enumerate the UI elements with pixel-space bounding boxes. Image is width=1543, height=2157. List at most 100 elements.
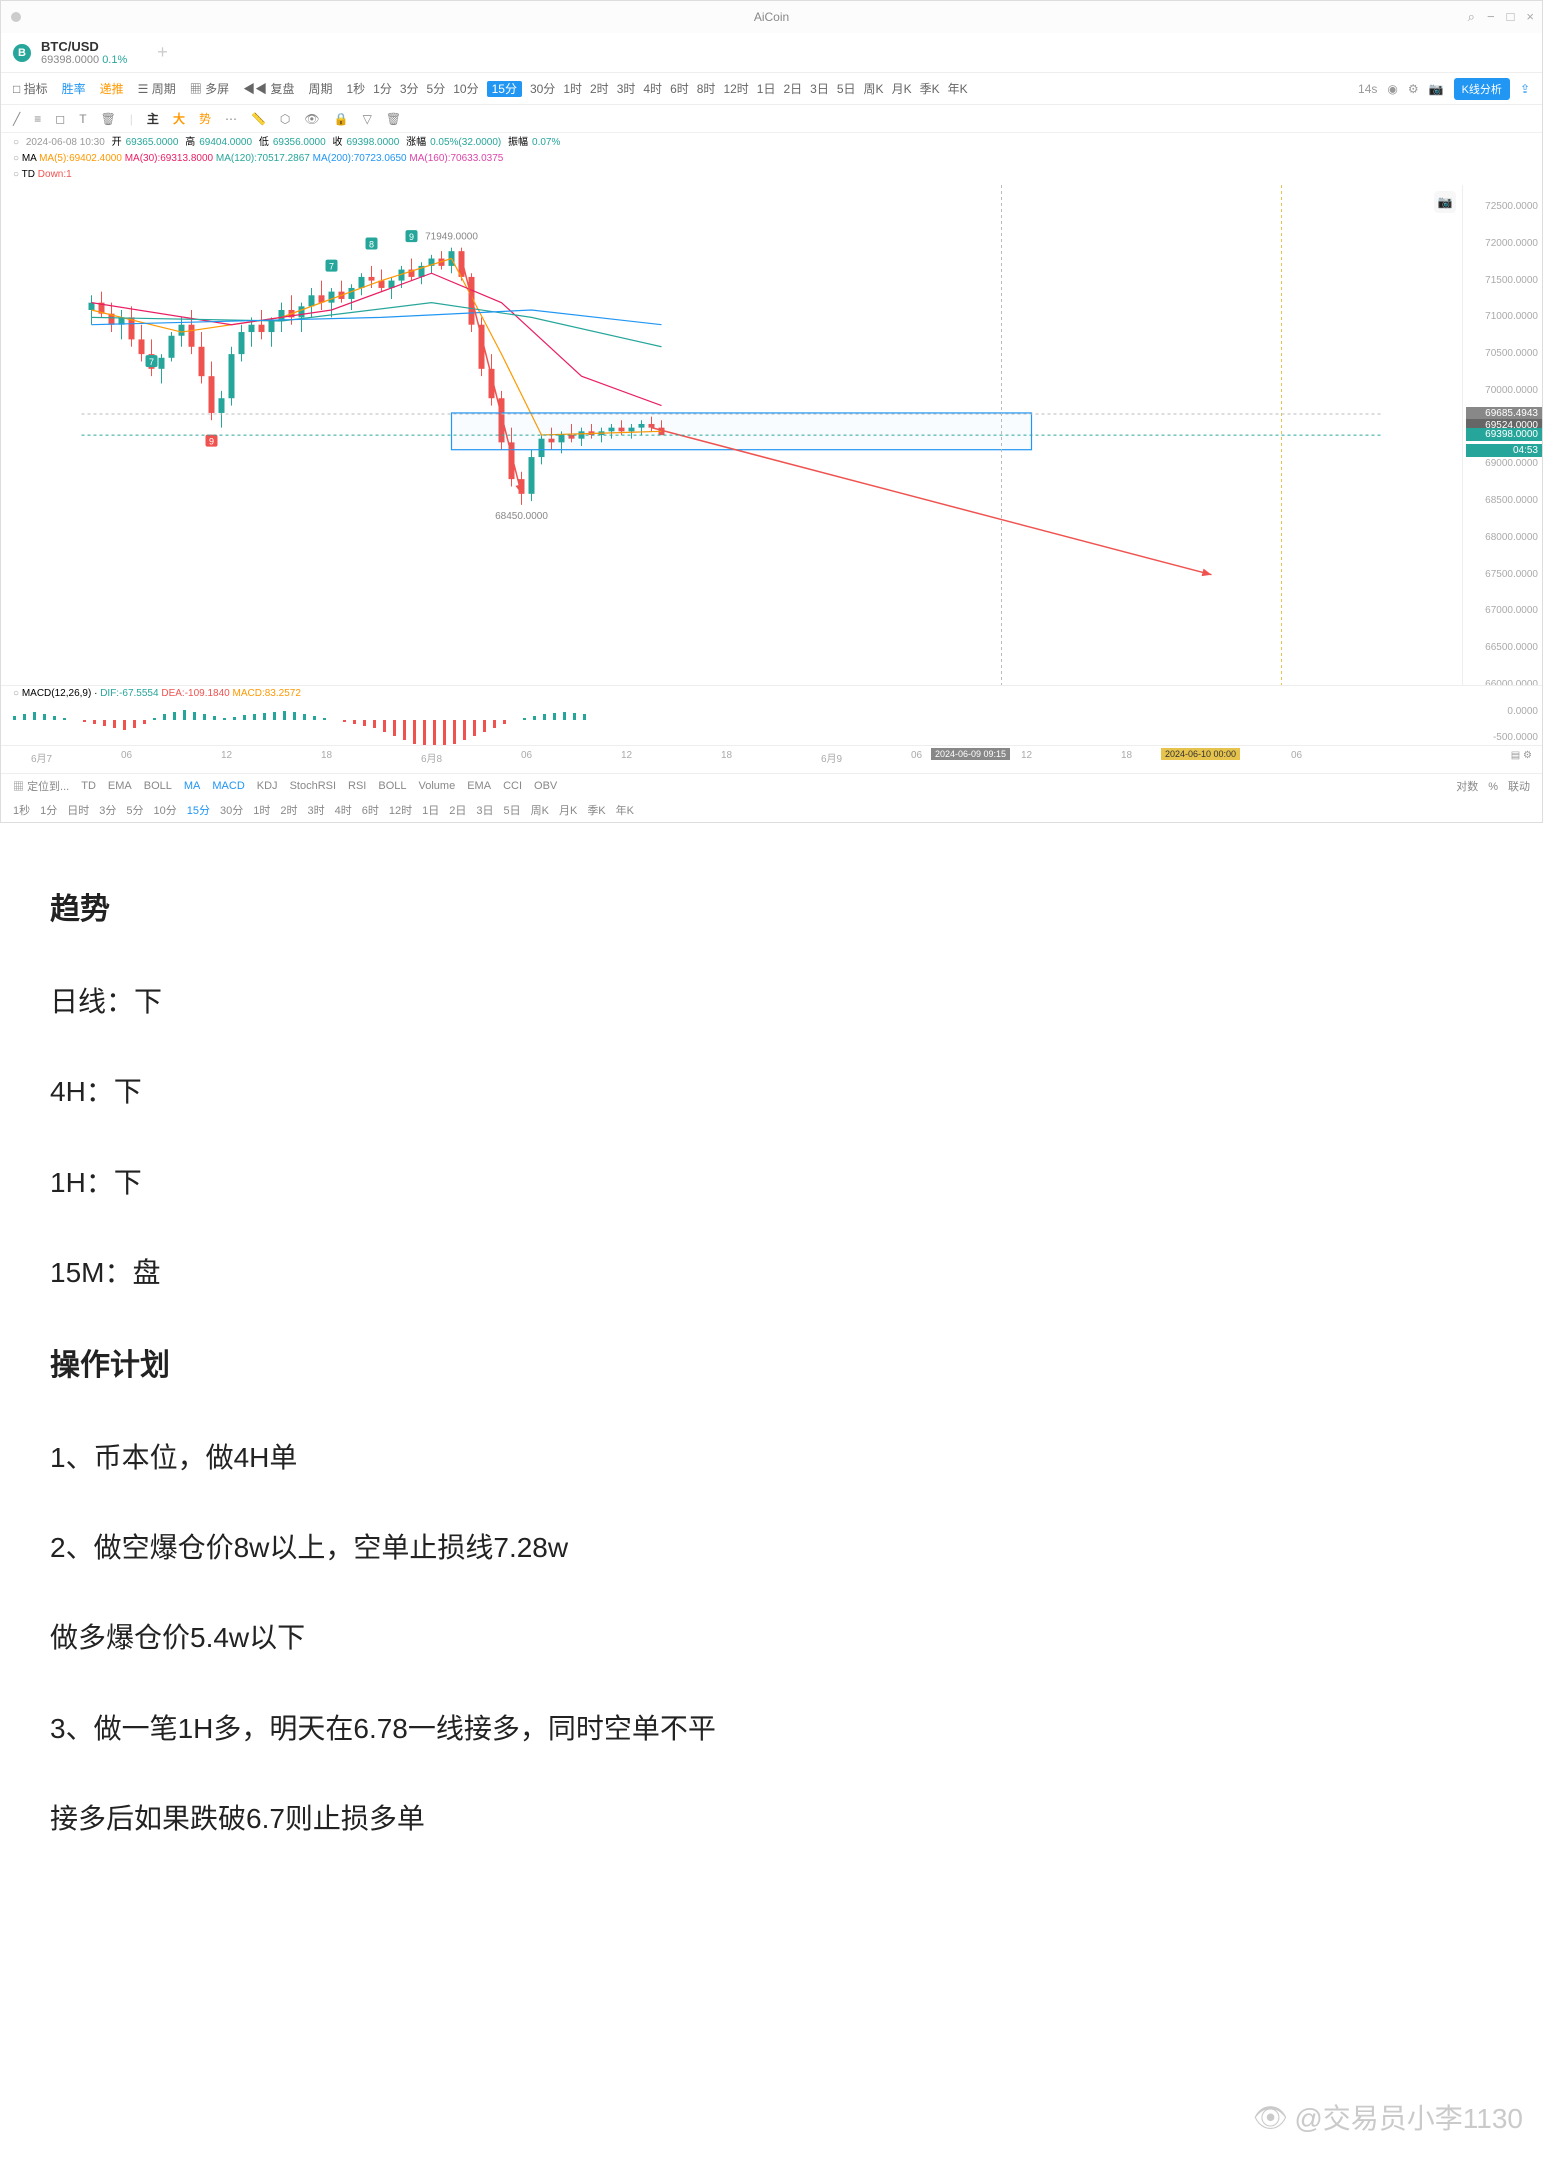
btf-日时[interactable]: 日时 [67,802,89,818]
bottom-indicator-bar: ▦ 定位到... TD EMA BOLL MA MACD KDJ StochRSI RSI BO… [1,773,1542,798]
draw-toolbar: ╱ ≡ ◻ T 🗑 | 主 大 势 ⋯ 📏 ⬡ 👁 🔒 ▽ 🗑 [1,105,1542,133]
tb-winrate[interactable]: 胜率 [62,80,86,97]
draw-line-icon[interactable]: ╱ [13,112,20,126]
timeframe-4时[interactable]: 4时 [643,82,662,96]
draw-hline-icon[interactable]: ≡ [34,112,41,126]
timeframe-2日[interactable]: 2日 [783,82,802,96]
indicator-MACD[interactable]: MACD [212,780,244,792]
close-icon[interactable]: × [1526,9,1534,25]
timeframe-月K[interactable]: 月K [892,82,912,96]
watermark: 👁@交易员小李1130 [1253,2097,1523,2137]
timeframe-3时[interactable]: 3时 [617,82,636,96]
timeframe-8时[interactable]: 8时 [697,82,716,96]
maximize-icon[interactable]: □ [1507,9,1515,25]
btf-月K[interactable]: 月K [559,802,577,818]
main-toolbar: □ 指标 胜率 递推 ☰ 周期 ▦ 多屏 ◀◀ 复盘 周期 1秒 1分 3分 5分 10… [1,73,1542,105]
heading-trend: 趋势 [50,883,1493,937]
indicator-RSI[interactable]: RSI [348,780,366,792]
timeframe-2时[interactable]: 2时 [590,82,609,96]
btf-季K[interactable]: 季K [587,802,605,818]
timeframe-12时[interactable]: 12时 [723,82,748,96]
indicator-Volume[interactable]: Volume [419,780,456,792]
tb-cycle[interactable]: ☰ 周期 [138,80,176,97]
btf-6时[interactable]: 6时 [362,802,379,818]
btf-5日[interactable]: 5日 [504,802,521,818]
symbol-name[interactable]: BTC/USD [41,39,127,54]
indicator-StochRSI[interactable]: StochRSI [290,780,336,792]
btf-1秒[interactable]: 1秒 [13,802,30,818]
ruler-icon[interactable]: 📏 [251,112,266,126]
macd-panel[interactable]: ○ MACD(12,26,9) · DIF:-67.5554 DEA:-109.… [1,685,1542,745]
indicator-BOLL[interactable]: BOLL [144,780,172,792]
timeframe-10分[interactable]: 10分 [453,82,478,96]
main-chart[interactable]: 📷 7978971949.000068450.0000 72500.000072… [1,185,1542,685]
timeframe-周K[interactable]: 周K [864,82,884,96]
indicator-EMA[interactable]: EMA [108,780,132,792]
draw-del-icon[interactable]: 🗑 [101,112,116,126]
lock-icon[interactable]: 🔒 [334,112,349,126]
btf-3分[interactable]: 3分 [99,802,116,818]
timeframe-3日[interactable]: 3日 [810,82,829,96]
indicator-OBV[interactable]: OBV [534,780,557,792]
indicator-MA[interactable]: MA [184,780,201,792]
svg-text:71949.0000: 71949.0000 [425,232,478,243]
timeframe-3分[interactable]: 3分 [400,82,419,96]
locate-button[interactable]: ▦ 定位到... [13,778,69,794]
window-title: AiCoin [754,10,789,24]
btf-12时[interactable]: 12时 [389,802,412,818]
tb-replay[interactable]: ◀◀ 复盘 [243,80,294,97]
btf-4时[interactable]: 4时 [335,802,352,818]
btf-周K[interactable]: 周K [531,802,549,818]
btf-5分[interactable]: 5分 [126,802,143,818]
indicator-KDJ[interactable]: KDJ [257,780,278,792]
eye-icon[interactable]: 👁 [304,112,319,126]
btf-1时[interactable]: 1时 [253,802,270,818]
tb-multiscreen[interactable]: ▦ 多屏 [190,80,229,97]
indicator-BOLL[interactable]: BOLL [378,780,406,792]
trash-icon[interactable]: 🗑 [386,112,401,126]
share-icon[interactable]: ⇪ [1520,82,1530,96]
kline-analysis-button[interactable]: K线分析 [1454,78,1510,100]
bottom-timeframe-bar: 1秒 1分日时 3分 5分 10分 15分 30分 1时 2时 3时 4时 6时 12时 1日 2日 3日 5日… [1,798,1542,822]
btf-1分[interactable]: 1分 [40,802,57,818]
filter-icon[interactable]: ▽ [363,112,372,126]
timeframe-1秒[interactable]: 1秒 [346,82,365,96]
btf-3日[interactable]: 3日 [476,802,493,818]
draw-shape-icon[interactable]: ◻ [55,112,65,126]
btf-10分[interactable]: 10分 [154,802,177,818]
timeframe-1时[interactable]: 1时 [563,82,582,96]
minimize-icon[interactable]: − [1487,9,1495,25]
btf-3时[interactable]: 3时 [308,802,325,818]
search-icon[interactable]: ⌕ [1468,9,1475,25]
timeframe-季K[interactable]: 季K [920,82,940,96]
btf-2日[interactable]: 2日 [449,802,466,818]
btf-2时[interactable]: 2时 [280,802,297,818]
timeframe-年K[interactable]: 年K [948,82,968,96]
indicator-TD[interactable]: TD [81,780,96,792]
btf-30分[interactable]: 30分 [220,802,243,818]
btf-1日[interactable]: 1日 [422,802,439,818]
timeframe-1日[interactable]: 1日 [757,82,776,96]
btf-年K[interactable]: 年K [616,802,634,818]
add-tab-button[interactable]: + [157,42,168,63]
indicator-EMA[interactable]: EMA [467,780,491,792]
tb-signal[interactable]: 递推 [100,80,124,97]
settings-icon[interactable]: ⚙ [1408,82,1419,96]
indicator-CCI[interactable]: CCI [503,780,522,792]
timeframe-1分[interactable]: 1分 [373,82,392,96]
tb-period[interactable]: 周期 [308,80,332,97]
timeframe-15分[interactable]: 15分 [487,81,522,97]
timeframe-5日[interactable]: 5日 [837,82,856,96]
price-axis: 72500.000072000.000071500.000071000.0000… [1462,185,1542,685]
alert-icon[interactable]: ◉ [1387,82,1397,96]
camera-icon[interactable]: 📷 [1429,82,1444,96]
btf-15分[interactable]: 15分 [187,802,210,818]
magnet-icon[interactable]: ⬡ [280,112,290,126]
timeframe-30分[interactable]: 30分 [530,82,555,96]
draw-more-icon[interactable]: ⋯ [225,112,237,126]
article-body: 趋势 日线：下 4H：下 1H：下 15M：盘 操作计划 1、币本位，做4H单 … [0,823,1543,1915]
timeframe-5分[interactable]: 5分 [427,82,446,96]
timeframe-6时[interactable]: 6时 [670,82,689,96]
draw-text-icon[interactable]: T [79,112,86,126]
tb-indicator[interactable]: □ 指标 [13,80,48,97]
